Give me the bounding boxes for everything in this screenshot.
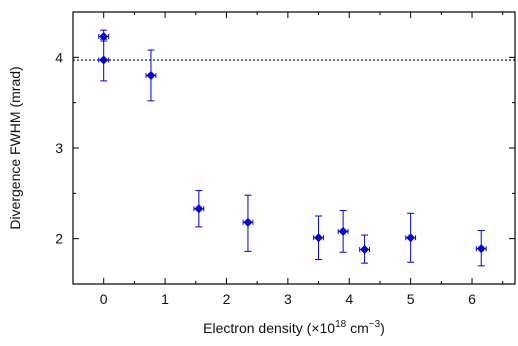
data-point xyxy=(194,204,204,214)
x-tick-label: 3 xyxy=(284,291,292,307)
data-point xyxy=(146,70,156,80)
tick-labels: 0 1 2 3 4 5 6 2 3 4 xyxy=(55,49,476,307)
data-point xyxy=(99,55,109,65)
y-tick-label: 3 xyxy=(55,140,63,156)
x-axis-title-exp1: 18 xyxy=(335,319,347,330)
x-tick-label: 6 xyxy=(468,291,476,307)
plot-frame xyxy=(72,11,516,285)
x-tick-label: 5 xyxy=(407,291,415,307)
data-point xyxy=(314,233,324,243)
data-point xyxy=(476,244,486,254)
x-tick-label: 4 xyxy=(345,291,353,307)
y-tick-label: 4 xyxy=(55,49,63,65)
x-axis-title-prefix: Electron density (×10 xyxy=(203,320,335,336)
data-point xyxy=(99,31,109,41)
x-axis-title: Electron density (×1018 cm−3) xyxy=(203,319,385,336)
data-points xyxy=(98,29,487,267)
x-tick-label: 1 xyxy=(161,291,169,307)
data-point xyxy=(360,245,370,255)
data-point xyxy=(406,233,416,243)
data-point xyxy=(243,217,253,227)
x-axis-title-exp2: −3 xyxy=(369,319,381,330)
x-tick-label: 0 xyxy=(100,291,108,307)
y-tick-label: 2 xyxy=(55,231,63,247)
x-axis-title-suffix: ) xyxy=(380,320,385,336)
x-axis-title-mid: cm xyxy=(346,320,369,336)
x-tick-label: 2 xyxy=(223,291,231,307)
axis-ticks xyxy=(72,11,515,285)
y-axis-title: Divergence FWHM (mrad) xyxy=(7,66,23,229)
data-point xyxy=(338,226,348,236)
